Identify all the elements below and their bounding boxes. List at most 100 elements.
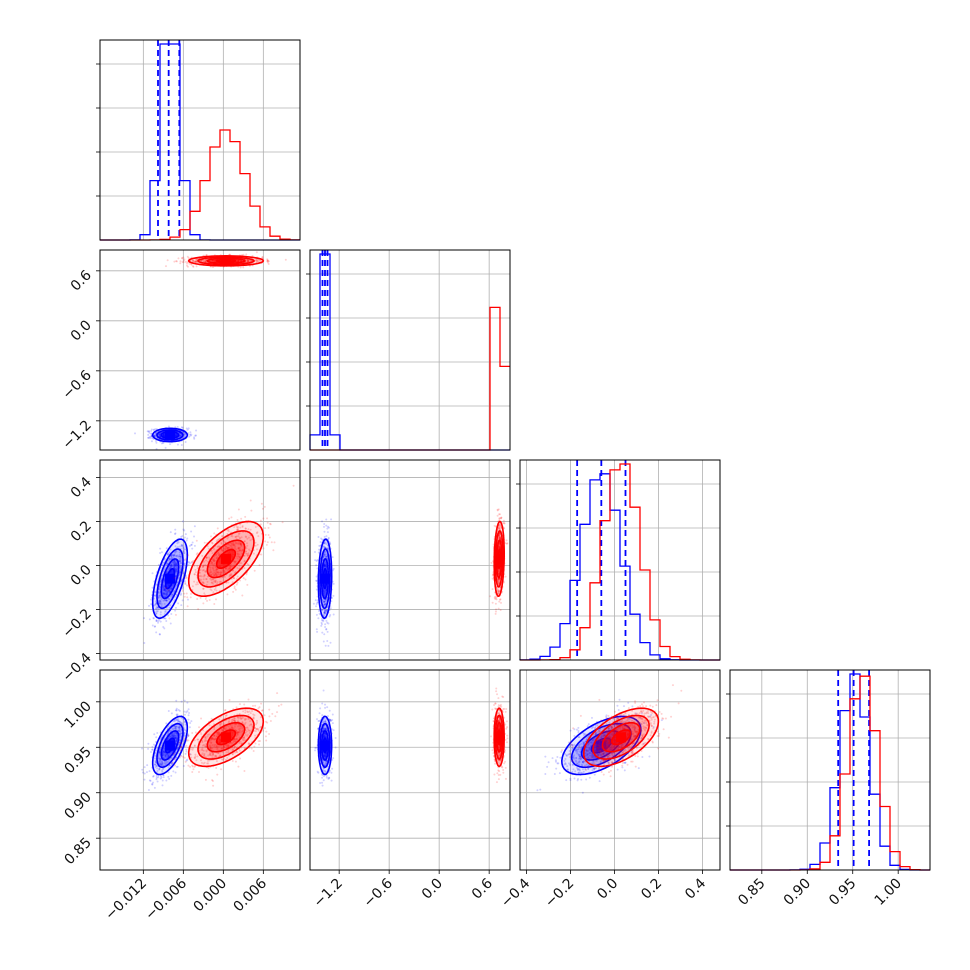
sample-point: [237, 555, 240, 558]
sample-point: [159, 596, 162, 599]
sample-point: [257, 260, 260, 263]
sample-point: [316, 559, 319, 562]
sample-point: [175, 570, 178, 573]
sample-point: [500, 517, 503, 520]
sample-point: [503, 522, 506, 525]
sample-point: [177, 708, 180, 711]
sample-point: [171, 586, 174, 589]
sample-point: [211, 541, 214, 544]
sample-point: [193, 573, 196, 576]
sample-point: [170, 564, 173, 567]
sample-point: [162, 433, 165, 436]
sample-point: [332, 582, 335, 585]
sample-point: [322, 640, 325, 643]
sample-point: [267, 526, 270, 529]
sample-point: [164, 609, 167, 612]
sample-point: [206, 556, 209, 559]
sample-point: [202, 568, 205, 571]
sample-point: [243, 559, 246, 562]
sample-point: [256, 531, 259, 534]
sample-point: [207, 547, 210, 550]
sample-point: [167, 597, 170, 600]
sample-point: [176, 443, 179, 446]
sample-point: [202, 587, 205, 590]
sample-point: [162, 433, 165, 436]
sample-point: [236, 259, 239, 262]
sample-point: [143, 778, 146, 781]
sample-point: [229, 565, 232, 568]
sample-point: [237, 547, 240, 550]
sample-point: [213, 260, 216, 263]
sample-point: [247, 260, 250, 263]
sample-point: [193, 437, 196, 440]
sample-point: [174, 564, 177, 567]
sample-point: [325, 619, 328, 622]
sample-point: [160, 603, 163, 606]
sample-point: [224, 548, 227, 551]
sample-point: [192, 259, 195, 262]
sample-point: [499, 513, 502, 516]
sample-point: [182, 550, 185, 553]
sample-point: [156, 606, 159, 609]
sample-point: [155, 608, 158, 611]
sample-point: [332, 613, 335, 616]
sample-point: [229, 567, 232, 570]
sample-point: [158, 433, 161, 436]
sample-point: [171, 561, 174, 564]
panel-2-1: [309, 459, 511, 661]
sample-point: [229, 545, 232, 548]
sample-point: [174, 551, 177, 554]
sample-point: [181, 535, 184, 538]
sample-point: [192, 260, 195, 263]
sample-point: [162, 592, 165, 595]
sample-point: [233, 525, 236, 528]
sample-point: [184, 533, 187, 536]
sample-point: [230, 534, 233, 537]
sample-point: [173, 561, 176, 564]
sample-point: [149, 435, 152, 438]
sample-point: [245, 542, 248, 545]
sample-point: [152, 617, 155, 620]
sample-point: [186, 758, 189, 761]
sample-point: [162, 588, 165, 591]
sample-point: [165, 590, 168, 593]
sample-point: [194, 568, 197, 571]
sample-point: [177, 555, 180, 558]
sample-point: [154, 591, 157, 594]
sample-point: [165, 593, 168, 596]
sample-point: [179, 593, 182, 596]
sample-point: [213, 559, 216, 562]
sample-point: [502, 519, 505, 522]
sample-point: [162, 587, 165, 590]
sample-point: [170, 564, 173, 567]
sample-point: [327, 622, 330, 625]
sample-point: [175, 564, 178, 567]
sample-point: [161, 779, 164, 782]
sample-point: [490, 561, 493, 564]
sample-point: [167, 425, 170, 428]
sample-point: [167, 590, 170, 593]
sample-point: [255, 259, 258, 262]
sample-point: [266, 521, 269, 524]
sample-point: [319, 541, 322, 544]
sample-point: [233, 561, 236, 564]
sample-point: [186, 605, 189, 608]
panel-1-0: [99, 249, 301, 451]
sample-point: [147, 788, 150, 791]
sample-point: [159, 777, 162, 780]
sample-point: [147, 747, 150, 750]
sample-point: [183, 536, 186, 539]
sample-point: [152, 616, 155, 619]
sample-point: [266, 261, 269, 264]
sample-point: [211, 581, 214, 584]
sample-point: [494, 610, 497, 613]
sample-point: [203, 574, 206, 577]
sample-point: [179, 559, 182, 562]
sample-point: [189, 722, 192, 725]
sample-point: [155, 620, 158, 623]
density-peak: [165, 573, 175, 584]
sample-point: [187, 554, 190, 557]
sample-point: [170, 563, 173, 566]
sample-point: [196, 581, 199, 584]
sample-point: [266, 260, 269, 263]
